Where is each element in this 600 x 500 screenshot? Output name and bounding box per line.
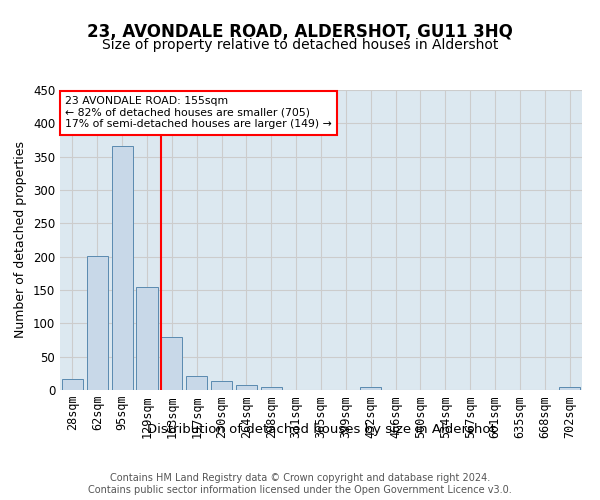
Bar [161,336,182,390]
Bar [236,386,257,390]
Text: Contains HM Land Registry data © Crown copyright and database right 2024.
Contai: Contains HM Land Registry data © Crown c… [88,474,512,495]
Bar [186,376,207,390]
Bar [112,146,133,390]
Bar [62,378,83,390]
Bar [360,386,381,390]
Bar [261,386,282,390]
Y-axis label: Number of detached properties: Number of detached properties [14,142,28,338]
Text: 23, AVONDALE ROAD, ALDERSHOT, GU11 3HQ: 23, AVONDALE ROAD, ALDERSHOT, GU11 3HQ [87,22,513,40]
Text: Size of property relative to detached houses in Aldershot: Size of property relative to detached ho… [102,38,498,52]
Bar [136,288,158,390]
Bar [211,380,232,390]
Bar [87,256,108,390]
Bar [559,386,580,390]
Text: Distribution of detached houses by size in Aldershot: Distribution of detached houses by size … [146,422,496,436]
Text: 23 AVONDALE ROAD: 155sqm
← 82% of detached houses are smaller (705)
17% of semi-: 23 AVONDALE ROAD: 155sqm ← 82% of detach… [65,96,332,129]
